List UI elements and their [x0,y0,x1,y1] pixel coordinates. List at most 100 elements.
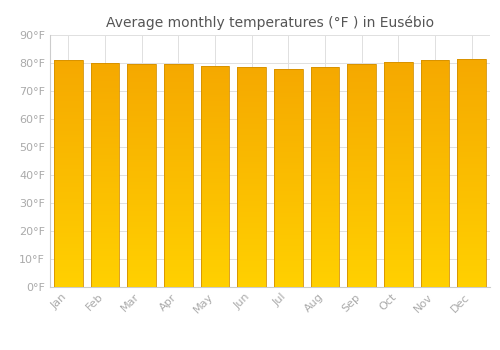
Bar [274,265,302,267]
Bar [90,79,120,81]
Bar [458,134,486,136]
Bar [54,262,82,264]
Bar [238,203,266,206]
Bar [90,112,120,114]
Bar [238,201,266,203]
Bar [128,113,156,116]
Bar [348,243,376,245]
Bar [54,271,82,273]
Bar [274,102,302,104]
Bar [348,69,376,71]
Bar [458,75,486,77]
Bar [54,160,82,162]
Bar [384,89,412,91]
Bar [90,218,120,220]
Bar [420,235,450,237]
Bar [384,170,412,172]
Bar [310,256,340,258]
Bar [54,278,82,280]
Bar [54,133,82,135]
Bar [238,173,266,175]
Bar [90,124,120,126]
Bar [164,127,192,129]
Bar [420,264,450,267]
Bar [458,177,486,180]
Bar [348,254,376,256]
Bar [384,163,412,165]
Bar [164,133,192,136]
Bar [238,282,266,285]
Bar [238,164,266,166]
Bar [54,67,82,69]
Bar [420,232,450,235]
Bar [348,122,376,125]
Bar [164,223,192,225]
Bar [458,95,486,98]
Bar [274,79,302,82]
Bar [164,245,192,247]
Bar [384,68,412,71]
Bar [54,205,82,208]
Bar [348,145,376,147]
Bar [128,111,156,113]
Bar [274,219,302,222]
Bar [238,113,266,116]
Bar [238,241,266,243]
Bar [458,120,486,123]
Bar [54,258,82,260]
Bar [128,169,156,171]
Bar [128,89,156,91]
Bar [90,130,120,132]
Bar [274,285,302,287]
Bar [200,214,230,216]
Bar [384,249,412,251]
Bar [54,69,82,71]
Bar [274,267,302,270]
Bar [310,232,340,234]
Bar [90,101,120,103]
Bar [310,252,340,254]
Bar [420,282,450,285]
Bar [310,135,340,138]
Bar [384,138,412,140]
Bar [420,226,450,228]
Bar [310,127,340,129]
Bar [90,146,120,148]
Bar [420,140,450,142]
Bar [458,230,486,232]
Bar [274,108,302,110]
Bar [310,109,340,111]
Bar [274,176,302,178]
Bar [384,269,412,271]
Bar [310,237,340,239]
Bar [420,162,450,164]
Bar [54,264,82,267]
Bar [348,84,376,87]
Bar [348,82,376,84]
Bar [384,271,412,273]
Bar [384,242,412,244]
Bar [348,118,376,120]
Bar [420,208,450,210]
Bar [238,122,266,124]
Bar [274,283,302,285]
Bar [90,175,120,177]
Bar [348,140,376,142]
Bar [420,69,450,71]
Bar [200,238,230,240]
Bar [420,228,450,230]
Bar [274,97,302,99]
Bar [90,119,120,121]
Bar [420,212,450,215]
Bar [164,243,192,245]
Bar [238,237,266,239]
Bar [274,69,302,71]
Bar [458,196,486,198]
Bar [310,177,340,179]
Bar [310,247,340,250]
Bar [310,111,340,113]
Bar [310,274,340,276]
Bar [128,136,156,138]
Bar [90,135,120,137]
Bar [274,182,302,184]
